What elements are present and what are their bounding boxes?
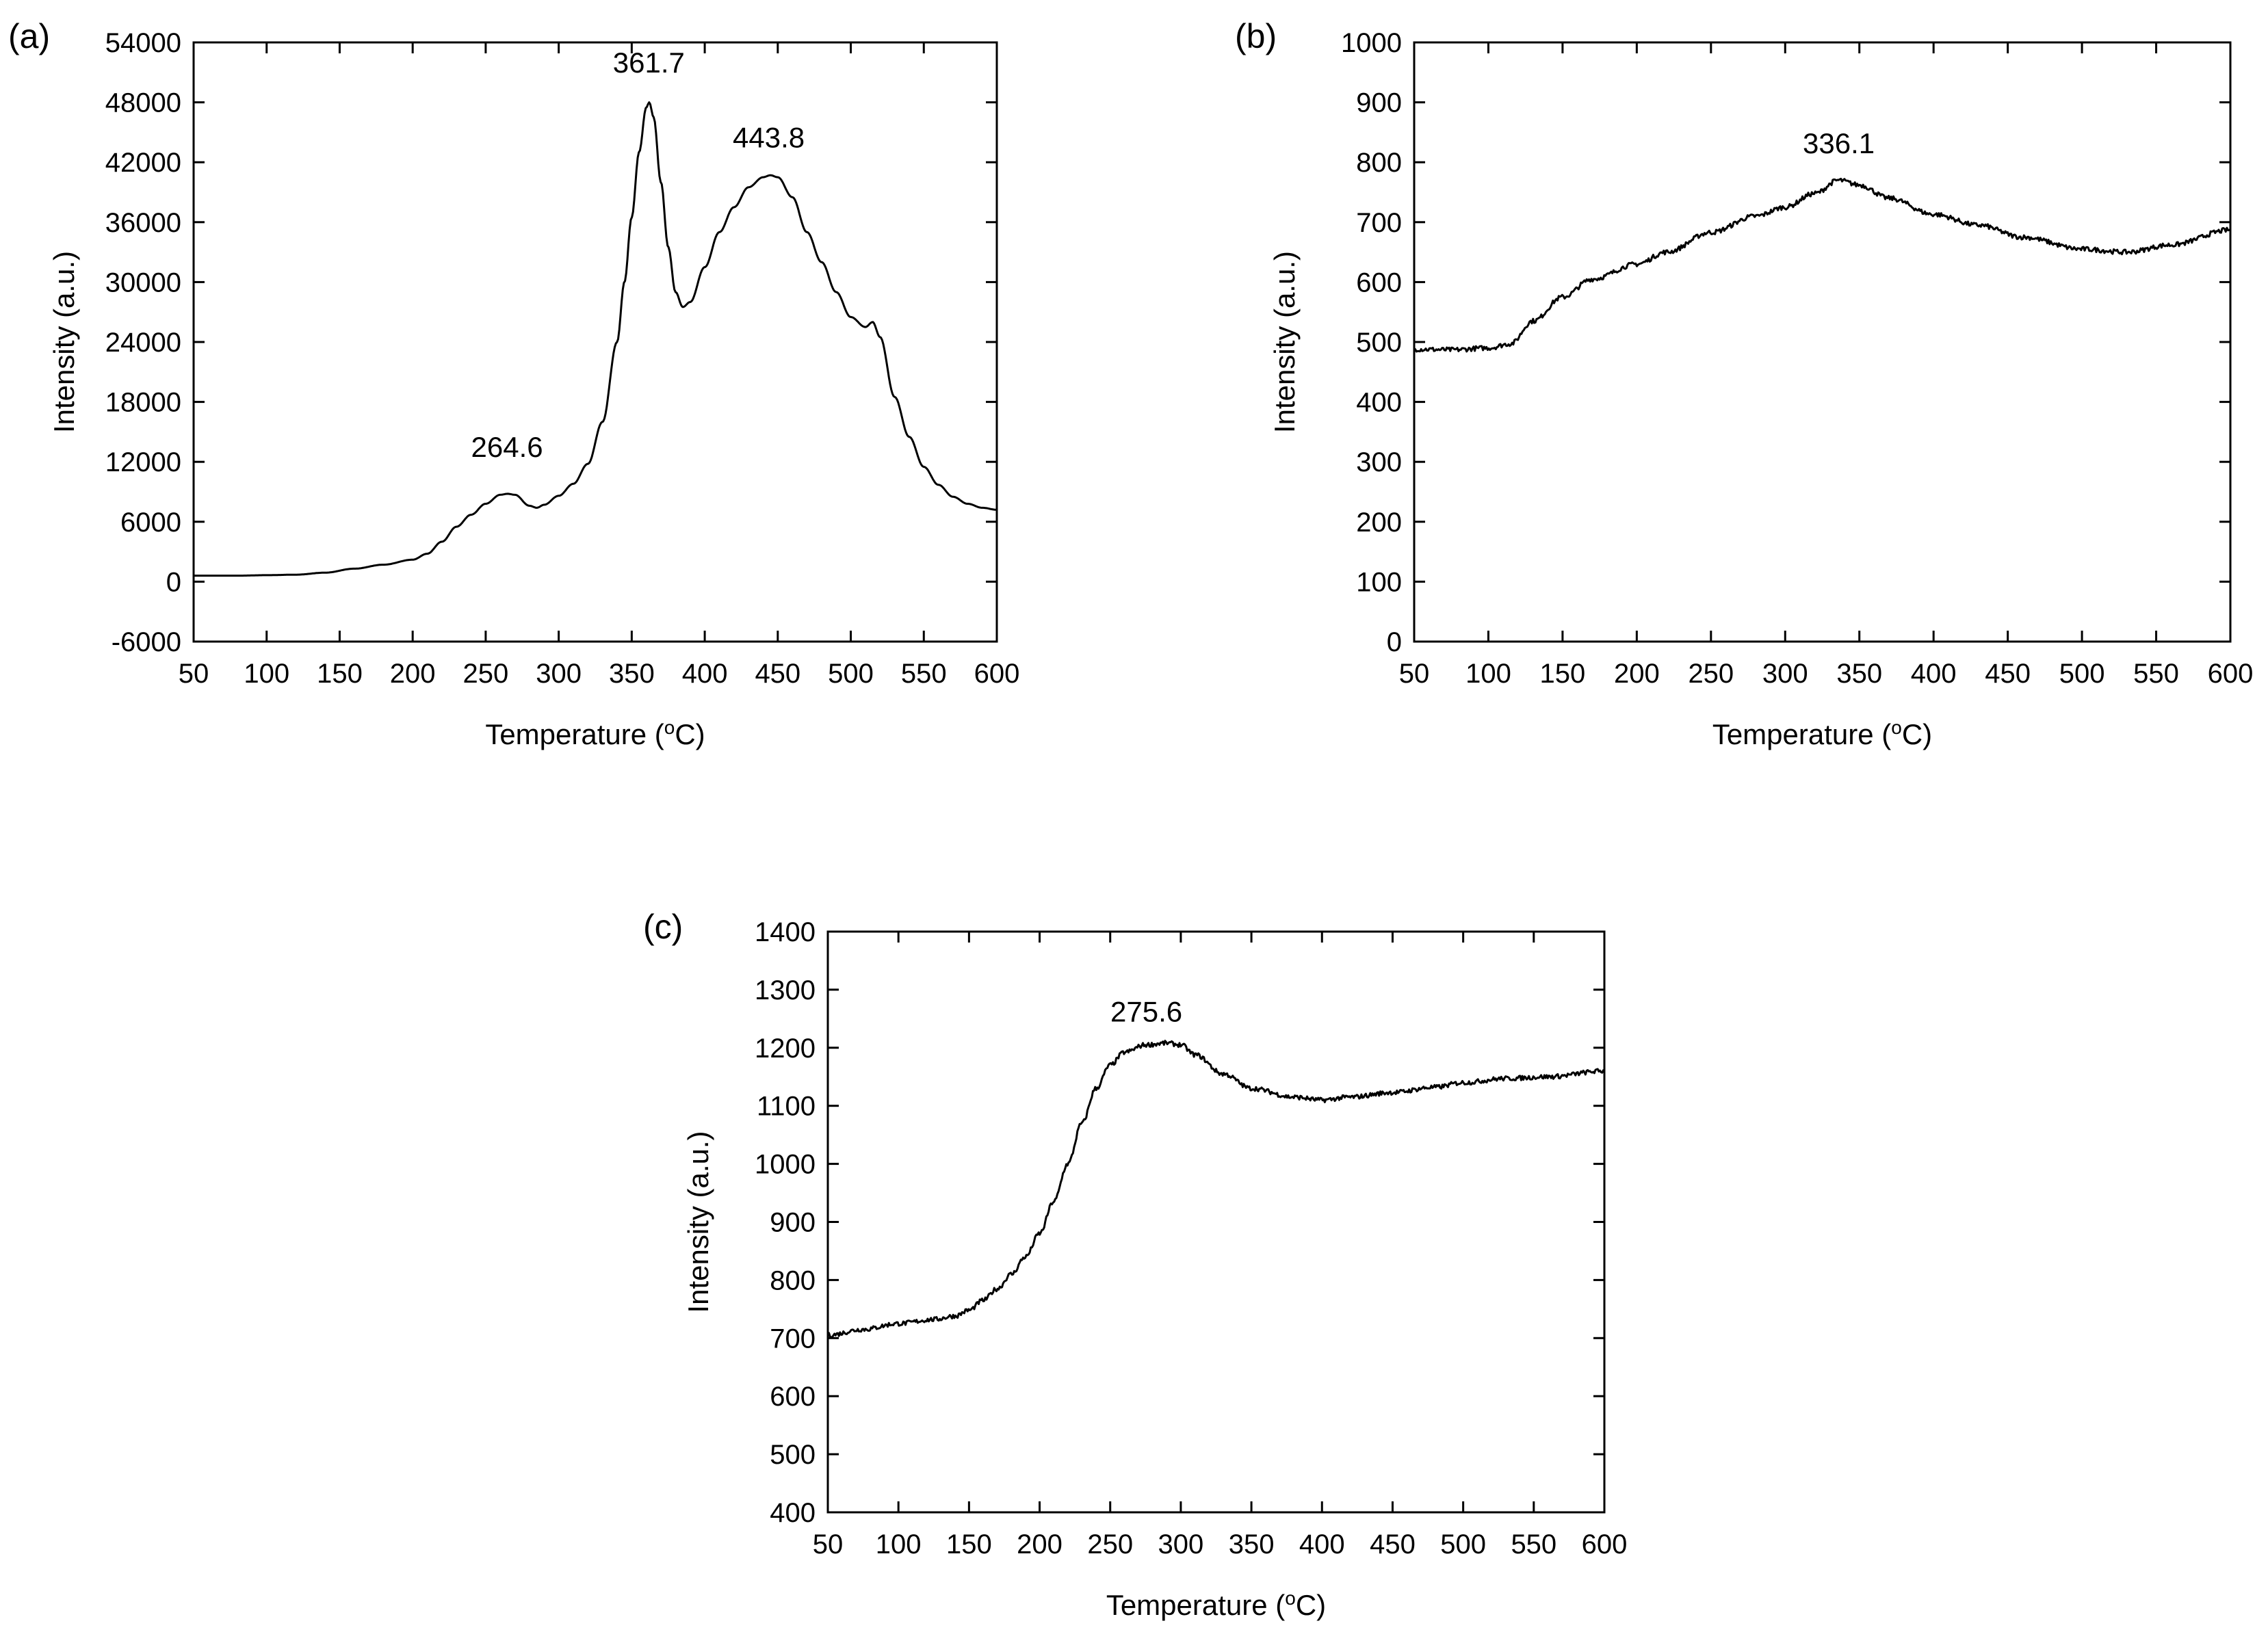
x-tick-label: 450 — [1370, 1529, 1416, 1559]
plot-frame — [826, 930, 1606, 1514]
y-tick-label: 1200 — [755, 1034, 816, 1064]
x-tick-label: 250 — [1688, 659, 1734, 689]
peak-annotation: 361.7 — [613, 47, 685, 79]
y-tick-label: 1400 — [755, 917, 816, 947]
panel-label: (b) — [1235, 17, 1277, 55]
y-tick-label: 800 — [770, 1265, 816, 1295]
y-tick-label: 0 — [1387, 627, 1402, 657]
y-tick-label: 100 — [1356, 567, 1402, 597]
series-line — [194, 101, 998, 577]
x-tick-label: 200 — [1614, 659, 1660, 689]
y-tick-label: 1300 — [755, 975, 816, 1005]
y-tick-label: 54000 — [105, 28, 181, 58]
x-tick-label: 400 — [1299, 1529, 1345, 1559]
y-tick-label: 600 — [770, 1382, 816, 1412]
x-tick-label: 350 — [1836, 659, 1882, 689]
x-tick-label: 550 — [1511, 1529, 1556, 1559]
x-tick-label: 150 — [946, 1529, 992, 1559]
x-tick-label: 100 — [1465, 659, 1511, 689]
chart-panel-c: 50 100 150 200 250 300 350 400 450 500 550 600 400 50… — [643, 908, 1627, 1621]
x-tick-label: 550 — [2133, 659, 2179, 689]
y-tick-label: 800 — [1356, 148, 1402, 178]
x-axis-title: Temperature (oC) — [485, 717, 705, 751]
y-tick-label: 900 — [770, 1208, 816, 1238]
x-tick-label: 200 — [1017, 1529, 1063, 1559]
y-tick-label: 500 — [1356, 328, 1402, 358]
y-tick-label: 24000 — [105, 328, 181, 358]
peak-annotation: 264.6 — [471, 431, 543, 463]
x-tick-label: 300 — [536, 659, 582, 689]
y-axis-title: Intensity (a.u.) — [682, 1131, 714, 1313]
x-tick-label: 150 — [317, 659, 363, 689]
y-tick-label: 1100 — [757, 1092, 816, 1122]
x-tick-label: 450 — [1985, 659, 2031, 689]
y-tick-label: -6000 — [112, 627, 181, 657]
x-tick-label: 250 — [463, 659, 509, 689]
y-tick-label: 700 — [770, 1324, 816, 1354]
y-tick-label: 6000 — [120, 508, 181, 538]
chart-panel-a: 50 100 150 200 250 300 350 400 450 500 550 600 -6000… — [8, 17, 1019, 750]
y-tick-label: 36000 — [105, 208, 181, 238]
x-tick-label: 200 — [390, 659, 436, 689]
y-tick-label: 0 — [166, 567, 181, 597]
x-tick-label: 100 — [244, 659, 289, 689]
series-line — [1413, 177, 2231, 353]
y-tick-label: 400 — [770, 1498, 816, 1528]
x-tick-label: 300 — [1762, 659, 1808, 689]
y-tick-label: 30000 — [105, 267, 181, 298]
x-tick-label: 450 — [755, 659, 800, 689]
peak-annotation: 336.1 — [1803, 127, 1875, 159]
x-tick-label: 500 — [828, 659, 874, 689]
panel-label: (a) — [8, 17, 50, 55]
y-tick-label: 500 — [770, 1440, 816, 1470]
y-tick-label: 200 — [1356, 508, 1402, 538]
x-tick-label: 400 — [682, 659, 728, 689]
series-line — [826, 1040, 1606, 1339]
x-tick-label: 100 — [876, 1529, 922, 1559]
x-axis-title: Temperature (oC) — [1712, 717, 1932, 751]
panel-label: (c) — [643, 908, 683, 946]
y-tick-label: 600 — [1356, 267, 1402, 298]
y-tick-label: 12000 — [105, 447, 181, 477]
peak-annotation: 443.8 — [733, 121, 805, 153]
x-tick-label: 600 — [2208, 659, 2254, 689]
x-tick-label: 50 — [813, 1529, 844, 1559]
x-tick-label: 350 — [609, 659, 655, 689]
x-tick-label: 600 — [1582, 1529, 1628, 1559]
x-axis-title: Temperature (oC) — [1106, 1588, 1326, 1622]
x-tick-label: 500 — [2059, 659, 2105, 689]
chart-panel-b: 50 100 150 200 250 300 350 400 450 500 550 600 0 100 2… — [1235, 17, 2253, 750]
x-tick-label: 50 — [179, 659, 209, 689]
y-axis-title: Intensity (a.u.) — [48, 251, 80, 433]
y-tick-label: 1000 — [755, 1150, 816, 1180]
y-tick-label: 700 — [1356, 208, 1402, 238]
x-tick-label: 150 — [1540, 659, 1586, 689]
y-tick-label: 300 — [1356, 447, 1402, 477]
y-tick-label: 18000 — [105, 388, 181, 418]
plot-frame — [192, 41, 998, 643]
x-tick-label: 250 — [1087, 1529, 1133, 1559]
y-tick-label: 48000 — [105, 88, 181, 118]
y-tick-label: 900 — [1356, 88, 1402, 118]
x-tick-label: 350 — [1229, 1529, 1275, 1559]
x-tick-label: 500 — [1440, 1529, 1486, 1559]
y-tick-label: 42000 — [105, 148, 181, 178]
x-tick-label: 550 — [901, 659, 947, 689]
y-tick-label: 1000 — [1341, 28, 1402, 58]
y-tick-label: 400 — [1356, 388, 1402, 418]
y-axis-title: Intensity (a.u.) — [1268, 251, 1301, 433]
x-tick-label: 50 — [1399, 659, 1430, 689]
x-tick-label: 400 — [1911, 659, 1957, 689]
x-tick-label: 600 — [974, 659, 1020, 689]
x-tick-label: 300 — [1158, 1529, 1204, 1559]
peak-annotation: 275.6 — [1110, 996, 1182, 1028]
